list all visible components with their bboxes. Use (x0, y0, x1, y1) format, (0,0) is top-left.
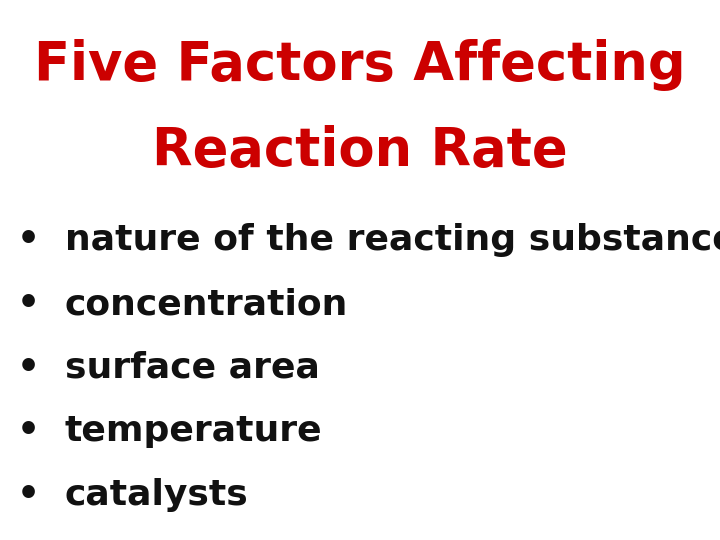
Text: catalysts: catalysts (65, 478, 248, 512)
Text: •: • (17, 224, 40, 257)
Text: nature of the reacting substances: nature of the reacting substances (65, 224, 720, 257)
Text: •: • (17, 287, 40, 321)
Text: concentration: concentration (65, 287, 348, 321)
Text: •: • (17, 415, 40, 448)
Text: Five Factors Affecting: Five Factors Affecting (34, 39, 686, 91)
Text: •: • (17, 478, 40, 512)
Text: temperature: temperature (65, 415, 323, 448)
Text: •: • (17, 351, 40, 384)
Text: surface area: surface area (65, 351, 320, 384)
Text: Reaction Rate: Reaction Rate (152, 125, 568, 177)
